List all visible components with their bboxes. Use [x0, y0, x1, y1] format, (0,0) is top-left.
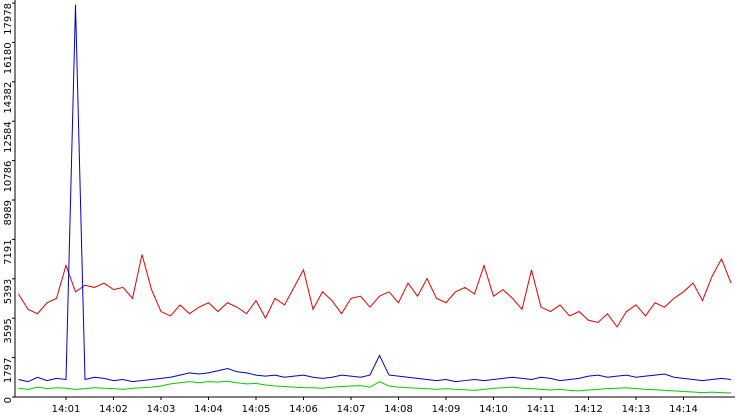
y-tick-label: 16180: [3, 42, 14, 74]
x-tick-label: 14:04: [194, 404, 223, 415]
x-tick-label: 14:12: [574, 404, 603, 415]
y-tick-label: 1797: [3, 358, 14, 383]
y-tick-label: 10786: [3, 161, 14, 193]
y-tick-label: 12584: [3, 121, 14, 153]
y-tick-label: 14382: [3, 82, 14, 114]
data-line: [18, 4, 732, 383]
x-tick-label: 14:03: [147, 404, 176, 415]
y-tick-label: 0: [3, 397, 14, 403]
data-line: [18, 254, 732, 328]
x-tick-label: 14:11: [527, 404, 556, 415]
x-tick-label: 14:07: [337, 404, 366, 415]
x-tick-label: 14:14: [669, 404, 698, 415]
y-tick-label: 3595: [3, 318, 14, 343]
x-tick-label: 14:08: [384, 404, 413, 415]
data-line: [18, 380, 732, 394]
y-tick-label: 8989: [3, 200, 14, 225]
y-tick-label: 17978: [3, 3, 14, 35]
x-tick-label: 14:06: [289, 404, 318, 415]
x-tick-label: 14:10: [479, 404, 508, 415]
x-tick-label: 14:01: [52, 404, 81, 415]
x-tick-label: 14:02: [99, 404, 128, 415]
x-tick-label: 14:13: [622, 404, 651, 415]
y-tick-label: 5393: [3, 279, 14, 304]
x-tick-label: 14:05: [242, 404, 271, 415]
x-tick-label: 14:09: [432, 404, 461, 415]
y-tick-label: 7191: [3, 239, 14, 264]
